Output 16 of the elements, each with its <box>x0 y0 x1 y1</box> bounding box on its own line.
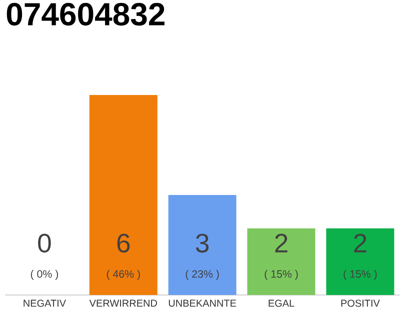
annotation: ( 23% ) <box>186 270 219 280</box>
x-tick-label: VERWIRREND <box>89 300 157 307</box>
x-tick-label: EGAL <box>268 300 294 307</box>
x-tick-label: UNBEKANNTE <box>168 300 236 307</box>
annotation: ( 46% ) <box>106 270 140 280</box>
data-label: 6 <box>117 234 130 253</box>
annotation: ( 15% ) <box>344 270 377 280</box>
x-tick-label: POSITIV <box>341 300 380 307</box>
annotation: ( 0% ) <box>30 270 58 280</box>
annotation: ( 15% ) <box>264 270 298 280</box>
data-label: 2 <box>354 234 366 252</box>
data-label: 3 <box>196 234 209 253</box>
data-label: 0 <box>38 234 51 253</box>
chart-title: 074604832 <box>6 2 164 26</box>
data-label: 2 <box>275 234 288 252</box>
x-tick-label: NEGATIV <box>24 300 66 307</box>
